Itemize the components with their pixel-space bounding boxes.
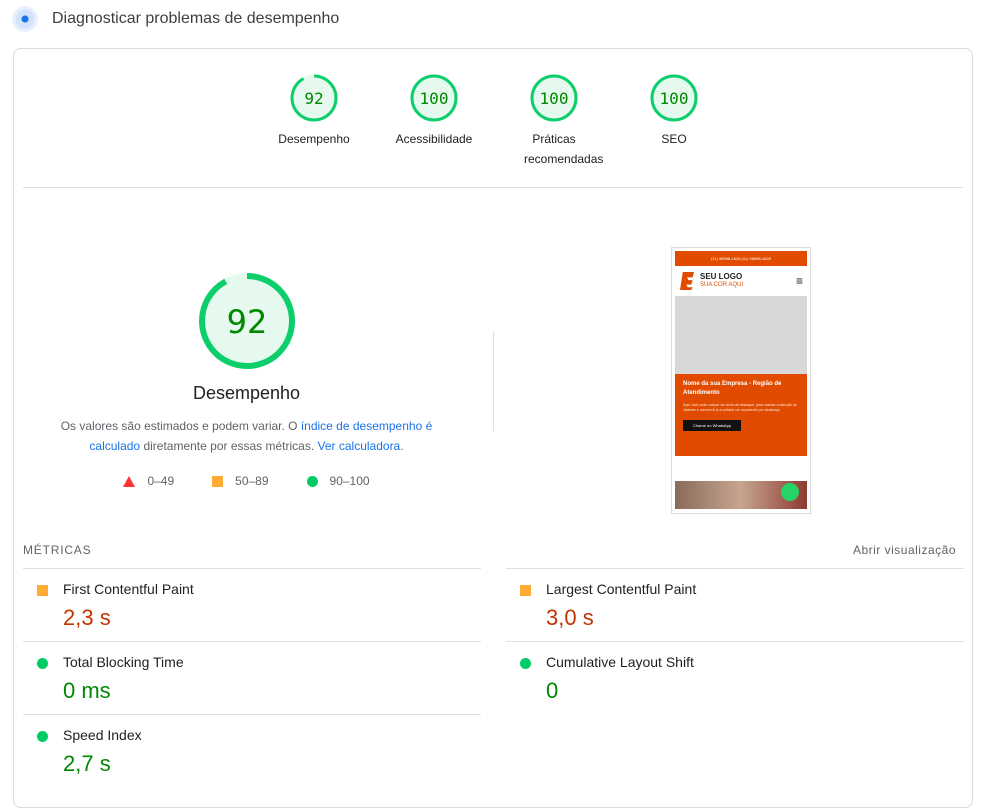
score-gauge: 92	[290, 74, 338, 122]
performance-description: Os valores são estimados e podem variar.…	[60, 419, 433, 453]
score-gauge: 100	[410, 74, 458, 122]
square-icon	[212, 475, 224, 487]
svg-text:100: 100	[660, 89, 689, 108]
metric-item: Speed Index 2,7 s	[23, 714, 481, 787]
page-screenshot[interactable]: (11) 98998-1628 (11) 98998-1628 SEU LOGO…	[671, 247, 811, 514]
svg-text:92: 92	[304, 89, 323, 108]
open-view-button[interactable]: Abrir visualização	[852, 543, 956, 557]
score-gauge: 100	[530, 74, 578, 122]
logo-icon	[680, 272, 694, 290]
category-label: Acessibilidade	[395, 132, 473, 146]
metric-name: First Contentful Paint	[63, 581, 194, 597]
metric-name: Cumulative Layout Shift	[546, 654, 694, 670]
category-label: SEO	[661, 132, 687, 146]
calculator-link[interactable]: Ver calculadora	[317, 439, 401, 453]
category-label: Práticas recomendadas	[524, 132, 604, 166]
legend-average: 50–89	[212, 474, 269, 488]
header: Diagnosticar problemas de desempenho	[12, 6, 339, 32]
divider	[23, 187, 963, 188]
metric-value: 2,7 s	[63, 751, 111, 776]
metric-name: Total Blocking Time	[63, 654, 184, 670]
report-card: 92 Desempenho 100 Acessibilidade 100 Práticas…	[13, 48, 973, 808]
performance-score: 92	[226, 303, 267, 341]
circle-icon	[306, 475, 318, 487]
triangle-icon	[123, 475, 136, 487]
svg-text:100: 100	[540, 89, 569, 108]
performance-summary: 92 Desempenho Os valores são estimados e…	[54, 271, 439, 488]
performance-title: Desempenho	[192, 383, 301, 403]
metric-name: Largest Contentful Paint	[546, 581, 697, 597]
svg-text:100: 100	[420, 89, 449, 108]
legend-pass: 90–100	[306, 474, 370, 488]
metric-value: 0	[546, 678, 559, 703]
category-gauge[interactable]: 92 Desempenho	[259, 73, 369, 149]
page-title: Diagnosticar problemas de desempenho	[52, 10, 340, 27]
lighthouse-icon	[12, 6, 38, 32]
whatsapp-icon	[781, 483, 799, 501]
metric-item: First Contentful Paint 2,3 s	[23, 568, 481, 641]
category-gauge[interactable]: 100 Práticas recomendadas	[499, 73, 609, 169]
metric-value: 2,3 s	[63, 605, 111, 630]
score-gauge: 100	[650, 74, 698, 122]
circle-icon	[37, 731, 48, 742]
metric-item: Total Blocking Time 0 ms	[23, 641, 481, 714]
metric-value: 0 ms	[63, 678, 111, 703]
category-gauge[interactable]: 100 SEO	[619, 73, 729, 149]
metric-name: Speed Index	[63, 727, 142, 743]
metrics-heading: MÉTRICAS	[23, 543, 92, 557]
metric-item: Cumulative Layout Shift 0	[506, 641, 964, 714]
circle-icon	[520, 658, 531, 669]
score-link[interactable]: índice de desempenho é calculado	[89, 419, 433, 453]
menu-icon: ≡	[795, 274, 803, 288]
legend-fail: 0–49	[123, 474, 174, 488]
divider	[493, 331, 494, 431]
performance-gauge: 92	[198, 273, 295, 369]
metric-value: 3,0 s	[546, 605, 594, 630]
category-label: Desempenho	[278, 132, 350, 146]
category-gauge[interactable]: 100 Acessibilidade	[379, 73, 489, 149]
square-icon	[37, 585, 48, 596]
circle-icon	[37, 658, 48, 669]
score-legend: 0–49 50–89 90–100	[54, 474, 439, 488]
metric-item: Largest Contentful Paint 3,0 s	[506, 568, 964, 641]
square-icon	[520, 585, 531, 596]
